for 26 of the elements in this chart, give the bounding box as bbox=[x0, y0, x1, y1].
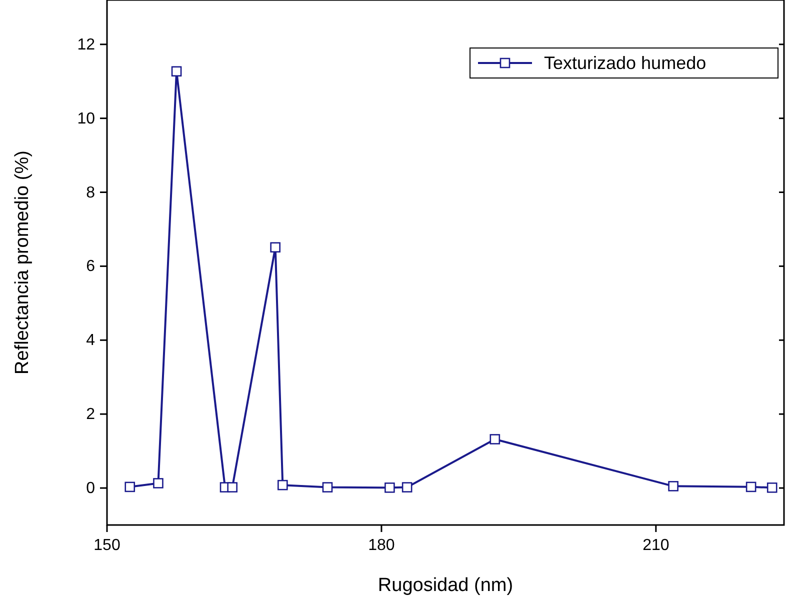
legend-label: Texturizado humedo bbox=[544, 53, 706, 73]
y-tick-label: 12 bbox=[77, 36, 96, 54]
y-tick-label: 0 bbox=[86, 480, 96, 498]
point bbox=[153, 478, 164, 488]
point bbox=[746, 482, 756, 492]
y-axis-title: Reflectancia promedio (%) bbox=[12, 150, 33, 374]
x-tick-label: 210 bbox=[642, 537, 670, 554]
point bbox=[402, 482, 412, 492]
x-tick-label: 180 bbox=[368, 537, 395, 554]
point bbox=[322, 482, 333, 492]
point bbox=[668, 481, 678, 492]
point bbox=[278, 480, 288, 490]
y-tick-label: 2 bbox=[86, 406, 96, 424]
point bbox=[227, 482, 238, 492]
point bbox=[766, 482, 778, 493]
y-tick-label: 8 bbox=[86, 184, 96, 202]
y-tick-label: 6 bbox=[86, 258, 96, 276]
x-axis-title: Rugosidad (nm) bbox=[378, 575, 514, 596]
point bbox=[270, 242, 280, 252]
y-tick-label: 4 bbox=[86, 332, 96, 350]
point bbox=[124, 482, 136, 492]
point bbox=[384, 482, 395, 493]
x-tick-label: 150 bbox=[94, 537, 120, 554]
point bbox=[171, 66, 182, 77]
point bbox=[490, 434, 500, 444]
y-tick-label: 10 bbox=[77, 110, 96, 128]
